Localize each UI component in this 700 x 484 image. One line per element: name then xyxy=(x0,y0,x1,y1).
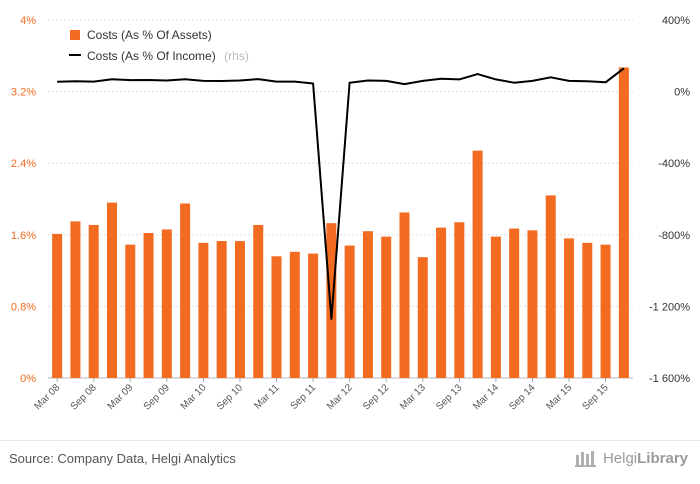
legend-label-income: Costs (As % Of Income) xyxy=(87,49,216,63)
bar xyxy=(545,195,556,378)
bar xyxy=(106,202,117,378)
x-tick-label: Mar 14 xyxy=(471,382,501,412)
line-series xyxy=(57,67,625,320)
brand-text: HelgiLibrary xyxy=(602,449,688,467)
y-right-tick-label: -1 200% xyxy=(649,301,690,313)
legend-swatch-bar xyxy=(70,30,80,40)
x-tick-label: Sep 12 xyxy=(361,382,391,412)
y-left-tick-label: 3.2% xyxy=(11,87,36,99)
x-tick-label: Mar 12 xyxy=(325,382,355,412)
x-tick-label: Sep 15 xyxy=(581,382,611,412)
bar xyxy=(509,228,520,378)
legend-label-income-group: Costs (As % Of Income) (rhs) xyxy=(87,47,249,64)
y-right-tick-label: -1 600% xyxy=(649,373,690,385)
footer: Source: Company Data, Helgi Analytics He… xyxy=(0,440,700,484)
bar xyxy=(472,150,483,378)
x-tick-label: Sep 14 xyxy=(507,382,537,412)
y-right-tick-label: -400% xyxy=(658,158,690,170)
bar xyxy=(180,203,191,378)
x-tick-label: Mar 09 xyxy=(106,382,136,412)
bar xyxy=(326,223,337,378)
bar xyxy=(234,241,245,378)
y-right-tick-label: 400% xyxy=(662,15,690,27)
bar xyxy=(362,231,373,378)
bar xyxy=(308,253,319,378)
bar xyxy=(198,242,209,378)
y-axis-right: -1 600% -1 200% -800% -400% 0% 400% xyxy=(649,15,690,385)
bar xyxy=(143,233,154,378)
bar xyxy=(125,244,136,378)
x-tick-label: Sep 08 xyxy=(69,382,99,412)
bar xyxy=(618,67,629,378)
bar xyxy=(527,230,538,378)
y-left-tick-label: 1.6% xyxy=(11,230,36,242)
bar-series xyxy=(52,67,629,378)
x-tick-label: Sep 11 xyxy=(289,382,319,412)
y-left-tick-label: 4% xyxy=(20,15,36,27)
y-left-tick-label: 0% xyxy=(20,373,36,385)
x-tick-label: Mar 15 xyxy=(544,382,574,412)
legend: Costs (As % Of Assets) Costs (As % Of In… xyxy=(69,28,249,64)
y-left-tick-label: 0.8% xyxy=(11,301,36,313)
bar xyxy=(564,238,575,378)
bar xyxy=(52,233,63,378)
bar xyxy=(381,236,392,378)
x-axis: Mar 08 Sep 08 Mar 09 Sep 09 Mar 10 Sep 10 Mar … xyxy=(32,378,611,413)
y-axis-left: 0% 0.8% 1.6% 2.4% 3.2% 4% xyxy=(11,15,36,385)
bar xyxy=(70,221,81,378)
source-text: Source: Company Data, Helgi Analytics xyxy=(9,451,236,466)
bar xyxy=(600,244,611,378)
bar xyxy=(399,212,410,378)
y-left-tick-label: 2.4% xyxy=(11,158,36,170)
bar xyxy=(436,227,447,378)
legend-label-assets: Costs (As % Of Assets) xyxy=(87,28,212,42)
bar xyxy=(216,241,227,378)
bar xyxy=(344,245,355,378)
x-tick-label: Mar 13 xyxy=(398,382,428,412)
x-tick-label: Mar 08 xyxy=(32,382,62,412)
bar xyxy=(582,242,593,378)
bar xyxy=(253,224,264,378)
y-right-tick-label: -800% xyxy=(658,230,690,242)
chart-svg: 0% 0.8% 1.6% 2.4% 3.2% 4% -1 600% -1 200% -800%… xyxy=(11,15,690,413)
x-tick-label: Mar 11 xyxy=(252,382,282,412)
brand-logo: HelgiLibrary xyxy=(574,449,688,467)
bar xyxy=(88,224,99,378)
x-tick-label: Mar 10 xyxy=(179,382,209,412)
line-path xyxy=(57,67,625,320)
x-tick-label: Sep 13 xyxy=(434,382,464,412)
bar xyxy=(289,251,300,378)
bar xyxy=(454,222,465,378)
bar xyxy=(417,257,428,378)
bar xyxy=(490,236,501,378)
bar xyxy=(271,256,282,378)
legend-label-rhs: (rhs) xyxy=(224,49,249,63)
x-tick-label: Sep 10 xyxy=(215,382,245,412)
library-icon xyxy=(574,451,596,467)
bar xyxy=(161,229,172,378)
y-right-tick-label: 0% xyxy=(674,87,690,99)
x-tick-label: Sep 09 xyxy=(142,382,172,412)
